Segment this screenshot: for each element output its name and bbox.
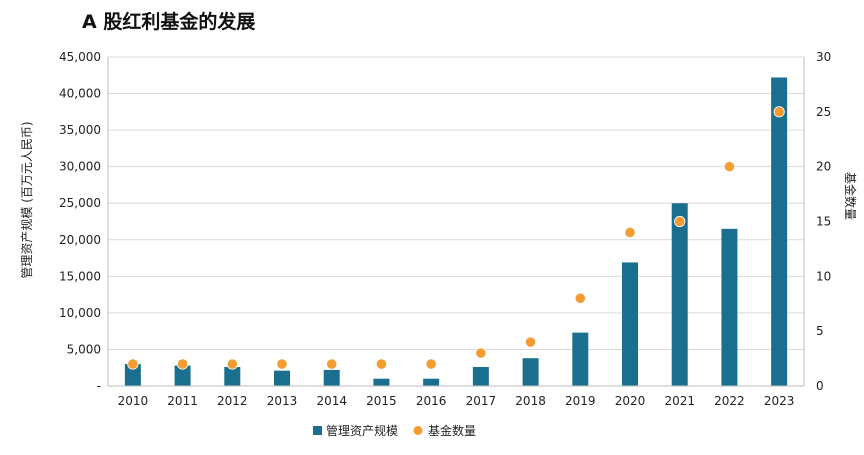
- x-tick-label: 2021: [664, 394, 695, 408]
- y-tick-label: -: [97, 379, 101, 393]
- bar: [721, 228, 738, 386]
- y-tick-label: 5,000: [67, 342, 101, 356]
- legend: 管理资产规模 基金数量: [313, 423, 476, 438]
- legend-swatch-count: [413, 426, 423, 435]
- x-tick-label: 2023: [764, 394, 795, 408]
- x-tick-label: 2020: [615, 394, 646, 408]
- y-tick-label: 35,000: [59, 123, 101, 137]
- scatter-point: [425, 358, 437, 370]
- scatter-point: [326, 358, 338, 370]
- bar: [522, 358, 539, 386]
- bar: [274, 370, 290, 386]
- scatter-point: [127, 358, 139, 370]
- legend-swatch-assets: [313, 426, 322, 435]
- x-tick-label: 2022: [714, 394, 745, 408]
- chart-title: A 股红利基金的发展: [82, 11, 256, 33]
- points: [127, 106, 785, 370]
- scatter-point: [276, 358, 288, 370]
- bar: [671, 203, 688, 386]
- bar: [771, 77, 788, 387]
- y2-tick-label: 30: [816, 50, 831, 64]
- axes: - 5,000 10,000 15,000 20,000 25,000 30,000 35,0…: [59, 50, 831, 408]
- legend-label-assets: 管理资产规模: [326, 423, 398, 438]
- x-tick-label: 2019: [565, 394, 596, 408]
- x-tick-label: 2016: [416, 394, 447, 408]
- grid-lines: [108, 56, 804, 350]
- bar: [323, 369, 340, 386]
- y-tick-label: 30,000: [59, 160, 101, 174]
- y-tick-label: 25,000: [59, 196, 101, 210]
- scatter-point: [226, 358, 238, 370]
- scatter-point: [723, 161, 736, 173]
- bar: [373, 378, 390, 386]
- scatter-point: [773, 106, 785, 118]
- scatter-point: [674, 215, 686, 228]
- y-tick-label: 10,000: [59, 306, 101, 320]
- scatter-point: [475, 347, 487, 359]
- bar: [124, 364, 141, 386]
- bar: [174, 365, 191, 386]
- y2-tick-label: 15: [816, 215, 831, 229]
- bar: [472, 366, 489, 386]
- x-tick-label: 2013: [267, 394, 298, 408]
- scatter-point: [624, 226, 636, 239]
- y2-axis-label: 基金数量: [843, 172, 858, 220]
- y-tick-label: 45,000: [59, 50, 101, 64]
- y-tick-label: 15,000: [59, 269, 101, 283]
- x-tick-label: 2010: [118, 394, 149, 408]
- bar: [423, 378, 440, 386]
- scatter-point: [375, 358, 388, 370]
- y2-tick-label: 10: [816, 269, 831, 283]
- x-tick-label: 2018: [515, 394, 546, 408]
- bar: [622, 262, 638, 386]
- x-tick-label: 2011: [167, 394, 198, 408]
- bar: [572, 332, 589, 386]
- x-tick-label: 2017: [466, 394, 497, 408]
- scatter-point: [524, 336, 537, 348]
- y2-tick-label: 20: [816, 160, 831, 174]
- bar: [224, 366, 241, 386]
- x-tick-label: 2015: [366, 394, 397, 408]
- y2-tick-label: 25: [816, 105, 831, 119]
- legend-label-count: 基金数量: [428, 423, 476, 438]
- x-tick-label: 2014: [316, 394, 347, 408]
- y-tick-label: 40,000: [59, 87, 101, 101]
- y-axis-label: 管理资产规模 (百万元人民币): [19, 121, 34, 278]
- scatter-point: [574, 292, 586, 304]
- x-tick-label: 2012: [217, 394, 248, 408]
- y2-tick-label: 5: [816, 324, 824, 338]
- scatter-point: [176, 358, 189, 370]
- bars: [124, 77, 788, 387]
- y-tick-label: 20,000: [59, 233, 101, 247]
- y2-tick-label: 0: [816, 379, 824, 393]
